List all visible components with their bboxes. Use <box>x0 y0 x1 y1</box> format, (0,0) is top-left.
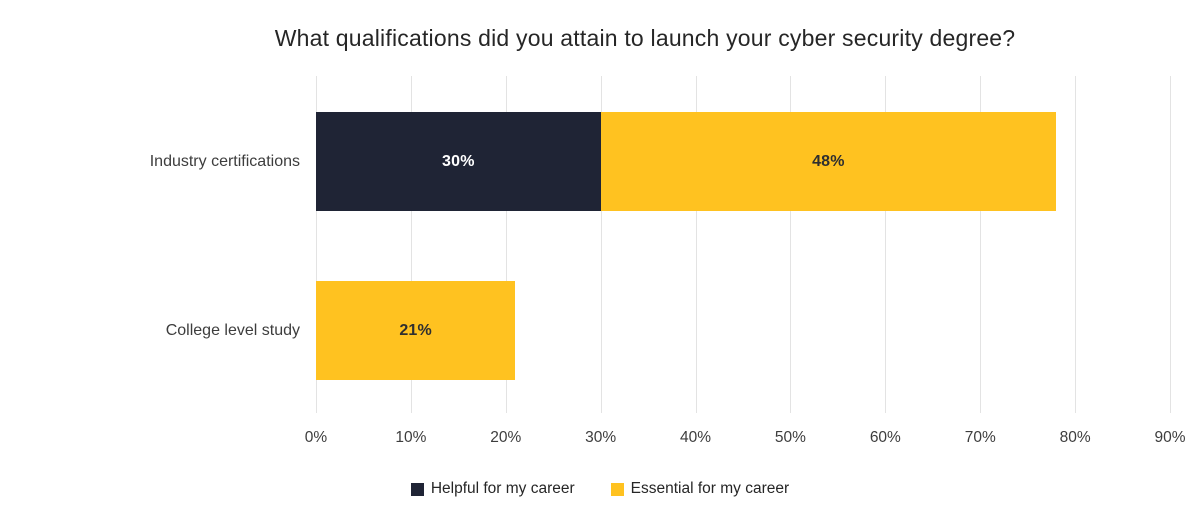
gridline <box>885 76 887 413</box>
gridline <box>1075 76 1077 413</box>
legend-swatch-essential <box>610 482 624 496</box>
gridline <box>1170 76 1171 413</box>
x-axis-tick-label: 30% <box>585 429 617 446</box>
x-axis-tick-label: 0% <box>304 429 328 446</box>
category-label: College level study <box>165 321 300 339</box>
x-axis-tick-label: 20% <box>490 429 522 446</box>
gridline <box>790 76 792 413</box>
plot-area: 30% 48% 21% <box>316 76 1171 413</box>
gridline <box>980 76 982 413</box>
category-label: Industry certifications <box>149 152 300 170</box>
x-axis: 0% 10% 20% 30% 40% 50% 60% 70% 80% 90% <box>305 429 1186 451</box>
x-axis-tick-label: 80% <box>1059 429 1091 446</box>
gridline <box>316 76 317 413</box>
legend-item-helpful: Helpful for my career <box>410 480 575 498</box>
x-axis-tick-label: 90% <box>1154 429 1186 446</box>
bar-segment-essential: 21% <box>316 281 516 380</box>
bar-value-label: 30% <box>442 152 475 170</box>
gridline <box>410 76 412 413</box>
chart-title: What qualifications did you attain to la… <box>274 25 1016 51</box>
legend-item-essential: Essential for my career <box>610 480 790 498</box>
legend-label: Helpful for my career <box>430 480 575 497</box>
legend: Helpful for my career Essential for my ca… <box>0 480 1200 498</box>
category-labels: Industry certifications College level stu… <box>0 76 300 413</box>
bar-segment-essential: 48% <box>600 112 1057 211</box>
gridline <box>600 76 602 413</box>
bar-segment-helpful: 30% <box>316 112 601 211</box>
legend-swatch-helpful <box>410 482 424 496</box>
bar-value-label: 21% <box>399 321 432 339</box>
gridline <box>695 76 697 413</box>
x-axis-tick-label: 40% <box>680 429 712 446</box>
legend-label: Essential for my career <box>630 480 790 497</box>
x-axis-tick-label: 50% <box>774 429 806 446</box>
gridline <box>505 76 507 413</box>
bar-value-label: 48% <box>812 152 845 170</box>
x-axis-tick-label: 10% <box>395 429 427 446</box>
x-axis-tick-label: 60% <box>869 429 901 446</box>
x-axis-tick-label: 70% <box>964 429 996 446</box>
